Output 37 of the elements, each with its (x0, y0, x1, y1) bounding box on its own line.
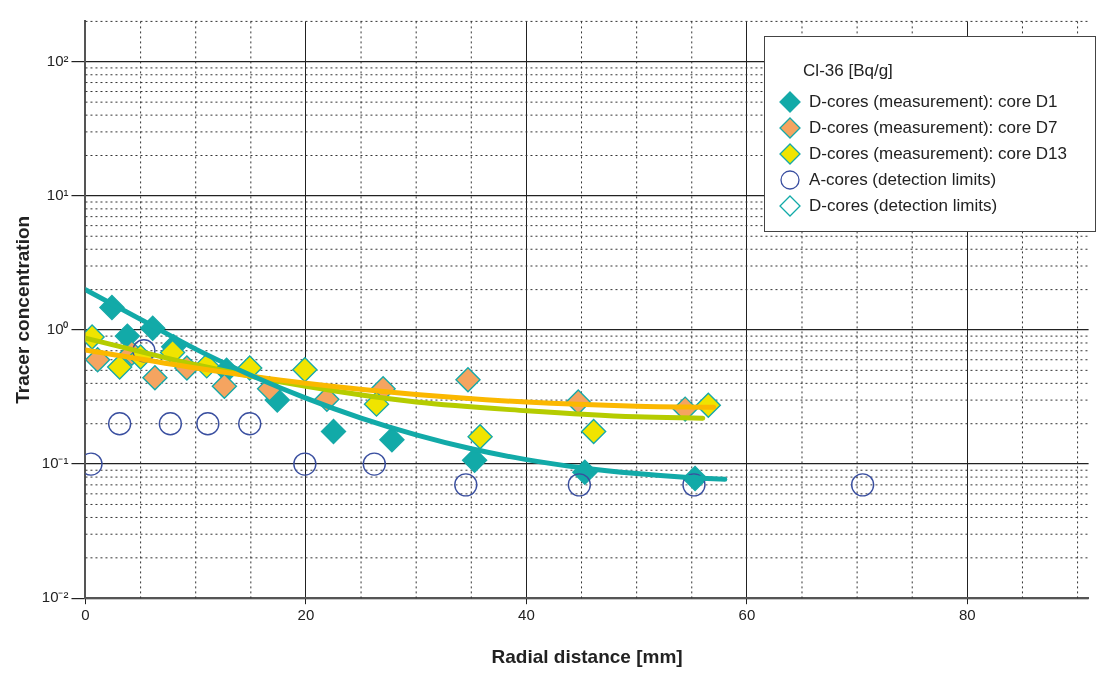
x-axis-title: Radial distance [mm] (491, 645, 683, 667)
legend-label: D-cores (measurement): core D13 (809, 144, 1067, 164)
point (455, 367, 481, 393)
y-tick-label: 10¹ (46, 186, 69, 204)
point (196, 412, 220, 436)
y-tick-label: 10² (46, 51, 69, 69)
point (320, 418, 347, 445)
point (682, 473, 706, 497)
point (379, 427, 405, 453)
y-axis-title: Tracer concentration (11, 215, 33, 404)
point (293, 452, 317, 476)
y-tick-label: 10⁻¹ (41, 454, 69, 472)
point (467, 424, 493, 450)
point (238, 412, 262, 436)
point (362, 452, 386, 476)
point (107, 412, 132, 436)
point (850, 473, 875, 497)
point (580, 418, 607, 445)
y-tick-label: 10⁰ (46, 320, 69, 338)
point (142, 365, 168, 391)
point (454, 473, 478, 497)
legend-label: A-cores (detection limits) (809, 170, 997, 190)
legend-label: D-cores (detection limits) (809, 196, 998, 216)
x-tick-label: 20 (297, 606, 315, 624)
legend-label: D-cores (measurement): core D1 (809, 92, 1058, 112)
x-tick-label: 40 (518, 606, 535, 624)
x-tick-label: 60 (738, 606, 756, 624)
x-tick-label: 80 (959, 606, 976, 624)
point (211, 373, 238, 400)
point (292, 356, 318, 383)
y-tick-label: 10⁻² (41, 588, 69, 606)
legend-title: Cl-36 [Bq/g] (803, 61, 894, 81)
legend-label: D-cores (measurement): core D7 (809, 118, 1058, 138)
point (114, 323, 141, 349)
point (158, 412, 183, 436)
point (567, 473, 592, 497)
x-tick-label: 0 (81, 606, 90, 624)
